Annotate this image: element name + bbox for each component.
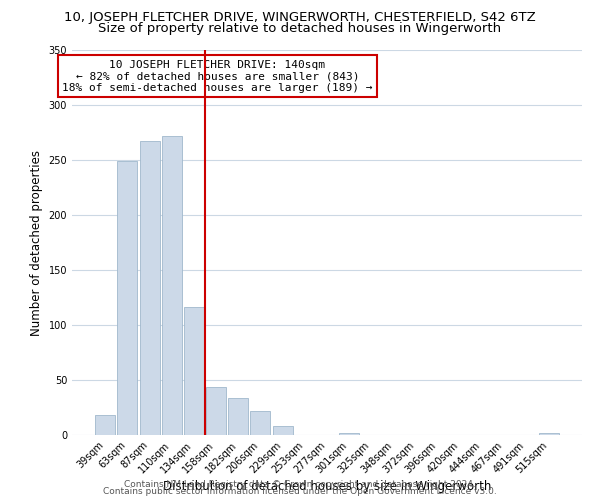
Bar [228,398,248,435]
Bar [184,308,204,435]
Text: 10, JOSEPH FLETCHER DRIVE, WINGERWORTH, CHESTERFIELD, S42 6TZ: 10, JOSEPH FLETCHER DRIVE, WINGERWORTH, … [64,11,536,24]
Text: 10 JOSEPH FLETCHER DRIVE: 140sqm
← 82% of detached houses are smaller (843)
18% : 10 JOSEPH FLETCHER DRIVE: 140sqm ← 82% o… [62,60,373,93]
Bar [250,411,271,435]
Bar [272,426,293,435]
Y-axis label: Number of detached properties: Number of detached properties [30,150,43,336]
Bar [118,161,137,435]
X-axis label: Distribution of detached houses by size in Wingerworth: Distribution of detached houses by size … [163,480,491,494]
Bar [162,136,182,435]
Bar [539,433,559,435]
Bar [140,142,160,435]
Bar [339,433,359,435]
Bar [206,386,226,435]
Text: Contains HM Land Registry data © Crown copyright and database right 2024.: Contains HM Land Registry data © Crown c… [124,480,476,489]
Text: Size of property relative to detached houses in Wingerworth: Size of property relative to detached ho… [98,22,502,35]
Bar [95,415,115,435]
Text: Contains public sector information licensed under the Open Government Licence v3: Contains public sector information licen… [103,487,497,496]
